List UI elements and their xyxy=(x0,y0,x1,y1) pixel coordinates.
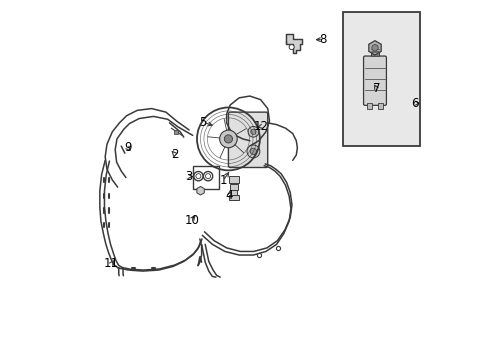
Bar xyxy=(377,103,382,109)
Circle shape xyxy=(224,135,232,143)
Text: 7: 7 xyxy=(372,82,380,95)
Text: 11: 11 xyxy=(103,257,119,270)
FancyBboxPatch shape xyxy=(228,112,267,167)
Bar xyxy=(342,12,419,146)
Text: 4: 4 xyxy=(225,189,233,202)
Text: 10: 10 xyxy=(184,213,199,226)
Bar xyxy=(366,103,371,109)
Text: 1: 1 xyxy=(219,174,226,187)
Bar xyxy=(228,176,238,183)
Text: 9: 9 xyxy=(123,141,131,154)
Bar xyxy=(192,166,219,189)
Text: 5: 5 xyxy=(199,116,206,129)
Text: 6: 6 xyxy=(411,97,418,110)
Bar xyxy=(229,184,237,190)
Text: 3: 3 xyxy=(184,170,192,183)
Circle shape xyxy=(250,129,256,134)
Circle shape xyxy=(288,45,294,50)
Bar xyxy=(228,195,238,200)
Circle shape xyxy=(219,130,237,148)
Polygon shape xyxy=(197,186,204,195)
Polygon shape xyxy=(368,41,381,55)
Bar xyxy=(370,48,379,58)
Circle shape xyxy=(246,145,259,158)
Text: 12: 12 xyxy=(253,120,268,133)
Text: 8: 8 xyxy=(319,33,326,46)
Circle shape xyxy=(371,45,377,51)
Text: 2: 2 xyxy=(171,148,178,161)
Bar xyxy=(230,190,237,195)
Circle shape xyxy=(247,126,258,137)
Polygon shape xyxy=(285,33,301,53)
Circle shape xyxy=(250,148,256,155)
FancyBboxPatch shape xyxy=(363,56,386,105)
